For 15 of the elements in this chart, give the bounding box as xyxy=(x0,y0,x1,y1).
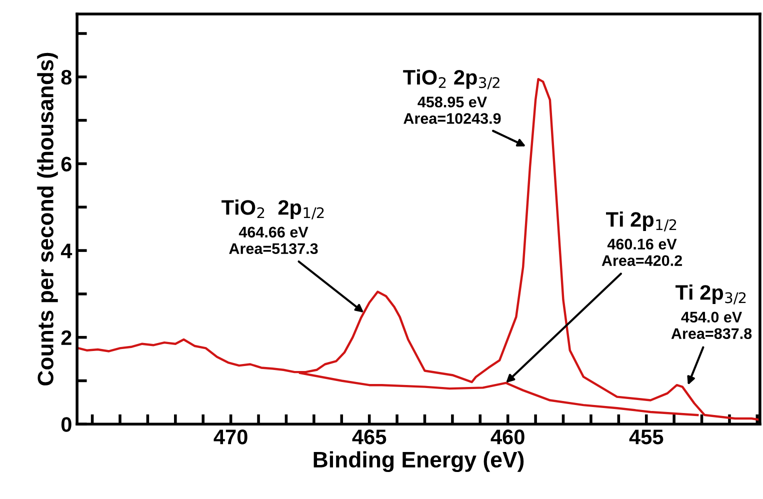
y-tick-label: 8 xyxy=(61,70,72,85)
y-tick-label: 2 xyxy=(61,330,72,345)
annotation: TiO$_{2}$ 2p$_{3/2}$ 458.95 eV Area=10243.9 xyxy=(403,69,501,124)
x-tick-label: 455 xyxy=(629,430,664,444)
x-axis-title: Binding Energy (eV) xyxy=(314,451,524,472)
annotation: TiO$_{2}$ 2p$_{1/2}$ 464.66 eV Area=5137.3 xyxy=(222,200,324,254)
y-tick-label: 4 xyxy=(60,244,72,258)
y-tick-label: 6 xyxy=(61,156,72,172)
x-tick-label: 470 xyxy=(214,430,248,444)
y-axis-title: Counts per second (thousands) xyxy=(37,52,58,386)
y-tick-label: 0 xyxy=(61,417,72,432)
x-tick-label: 460 xyxy=(490,430,524,444)
x-tick-label: 465 xyxy=(352,430,386,444)
annotation: Ti 2p$_{3/2}$ 454.0 eV Area=837.8 xyxy=(671,284,752,340)
annotation: Ti 2p$_{1/2}$ 460.16 eV Area=420.2 xyxy=(602,212,682,266)
